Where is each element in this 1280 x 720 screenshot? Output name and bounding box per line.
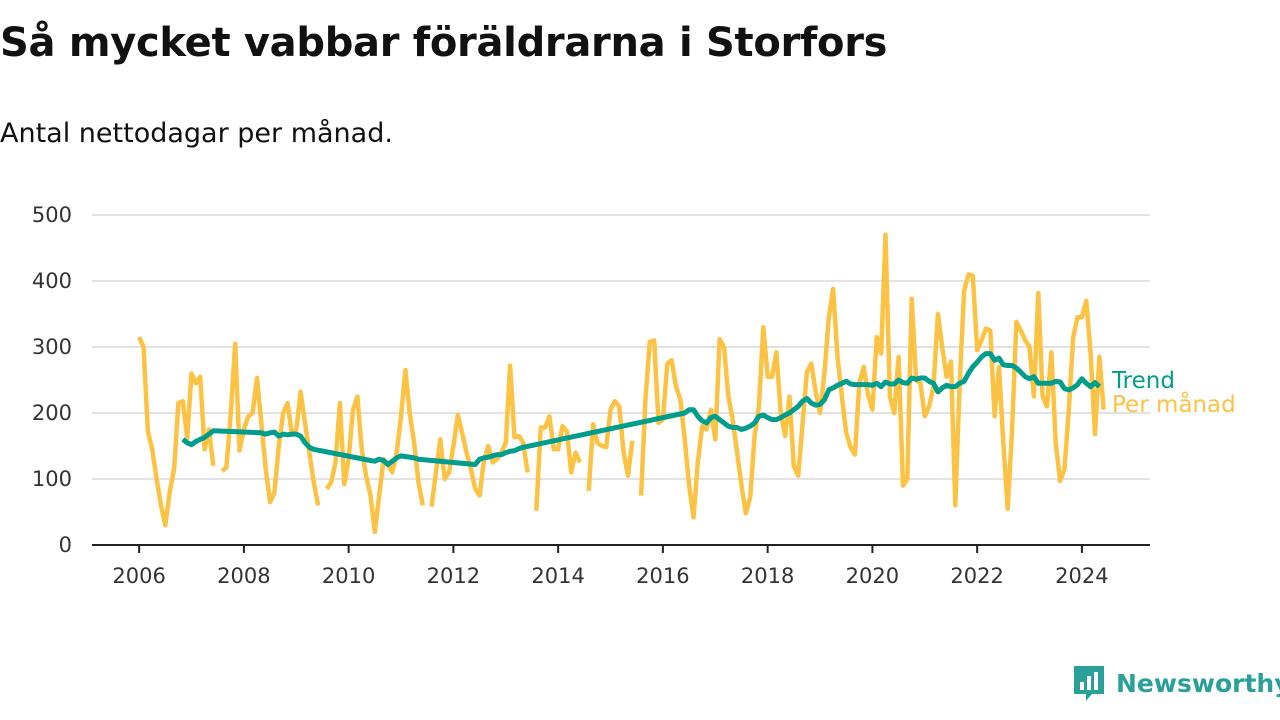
newsworthy-icon	[1074, 666, 1104, 701]
x-tick-label: 2008	[217, 564, 270, 588]
x-axis: 2006 2008 2010 2012 2014 2016 2018 2020 2022 2024	[92, 544, 1150, 588]
y-tick-label: 300	[32, 335, 72, 359]
y-tick-label: 500	[32, 203, 72, 227]
y-tick-label: 0	[59, 533, 72, 557]
x-tick-label: 2010	[322, 564, 375, 588]
series-line-trend	[181, 351, 1102, 467]
x-tick-label: 2016	[636, 564, 689, 588]
x-tick-label: 2020	[846, 564, 899, 588]
series-label: Per månad	[1112, 390, 1236, 418]
x-tick-label: 2006	[112, 564, 165, 588]
y-tick-label: 400	[32, 269, 72, 293]
x-tick-label: 2014	[531, 564, 584, 588]
brand-logo[interactable]: Newsworthy	[1072, 664, 1280, 702]
series-label: Trend	[1111, 368, 1175, 394]
series-line-per-manad	[137, 232, 1106, 535]
x-tick-label: 2022	[950, 564, 1003, 588]
y-axis-ticks: 0 100 200 300 400 500	[32, 203, 72, 557]
y-tick-label: 100	[32, 467, 72, 491]
chart-title: Så mycket vabbar föräldrarna i Storfors	[0, 20, 888, 66]
y-tick-label: 200	[32, 401, 72, 425]
x-tick-label: 2012	[427, 564, 480, 588]
series	[137, 232, 1106, 535]
line-chart: 0 100 200 300 400 500 2006 2008 2010 2012 2014 201…	[32, 203, 1236, 588]
x-tick-label: 2024	[1055, 564, 1108, 588]
brand-name: Newsworthy	[1116, 668, 1280, 698]
x-tick-label: 2018	[741, 564, 794, 588]
chart-subtitle: Antal nettodagar per månad.	[0, 118, 393, 149]
